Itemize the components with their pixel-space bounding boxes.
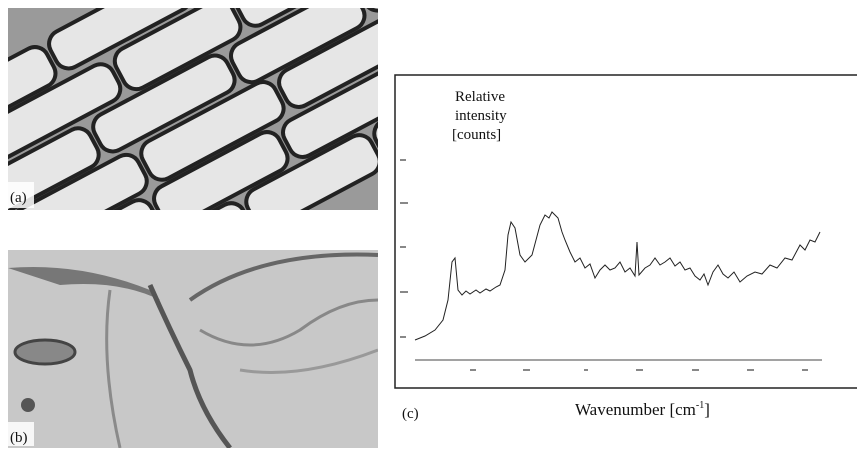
y-axis-label: intensity bbox=[455, 108, 507, 124]
y-axis-label: [counts] bbox=[452, 127, 501, 143]
panel-label: (b) bbox=[10, 430, 28, 446]
x-axis-label: Wavenumber [cm-1] bbox=[575, 400, 710, 419]
x-axis-label-text: Wavenumber [cm bbox=[575, 400, 696, 419]
ticks bbox=[400, 160, 808, 370]
figure: (a) (b) Relative intensity [counts] (c) … bbox=[0, 0, 857, 448]
y-axis-label: Relative bbox=[455, 89, 505, 105]
x-axis-label-sup: -1 bbox=[696, 400, 704, 411]
panel-label: (c) bbox=[402, 406, 419, 422]
panel-label: (a) bbox=[10, 190, 27, 206]
spectrum-line bbox=[415, 212, 820, 340]
micrograph-b: (b) bbox=[8, 250, 378, 448]
x-axis-label-end: ] bbox=[704, 400, 710, 419]
